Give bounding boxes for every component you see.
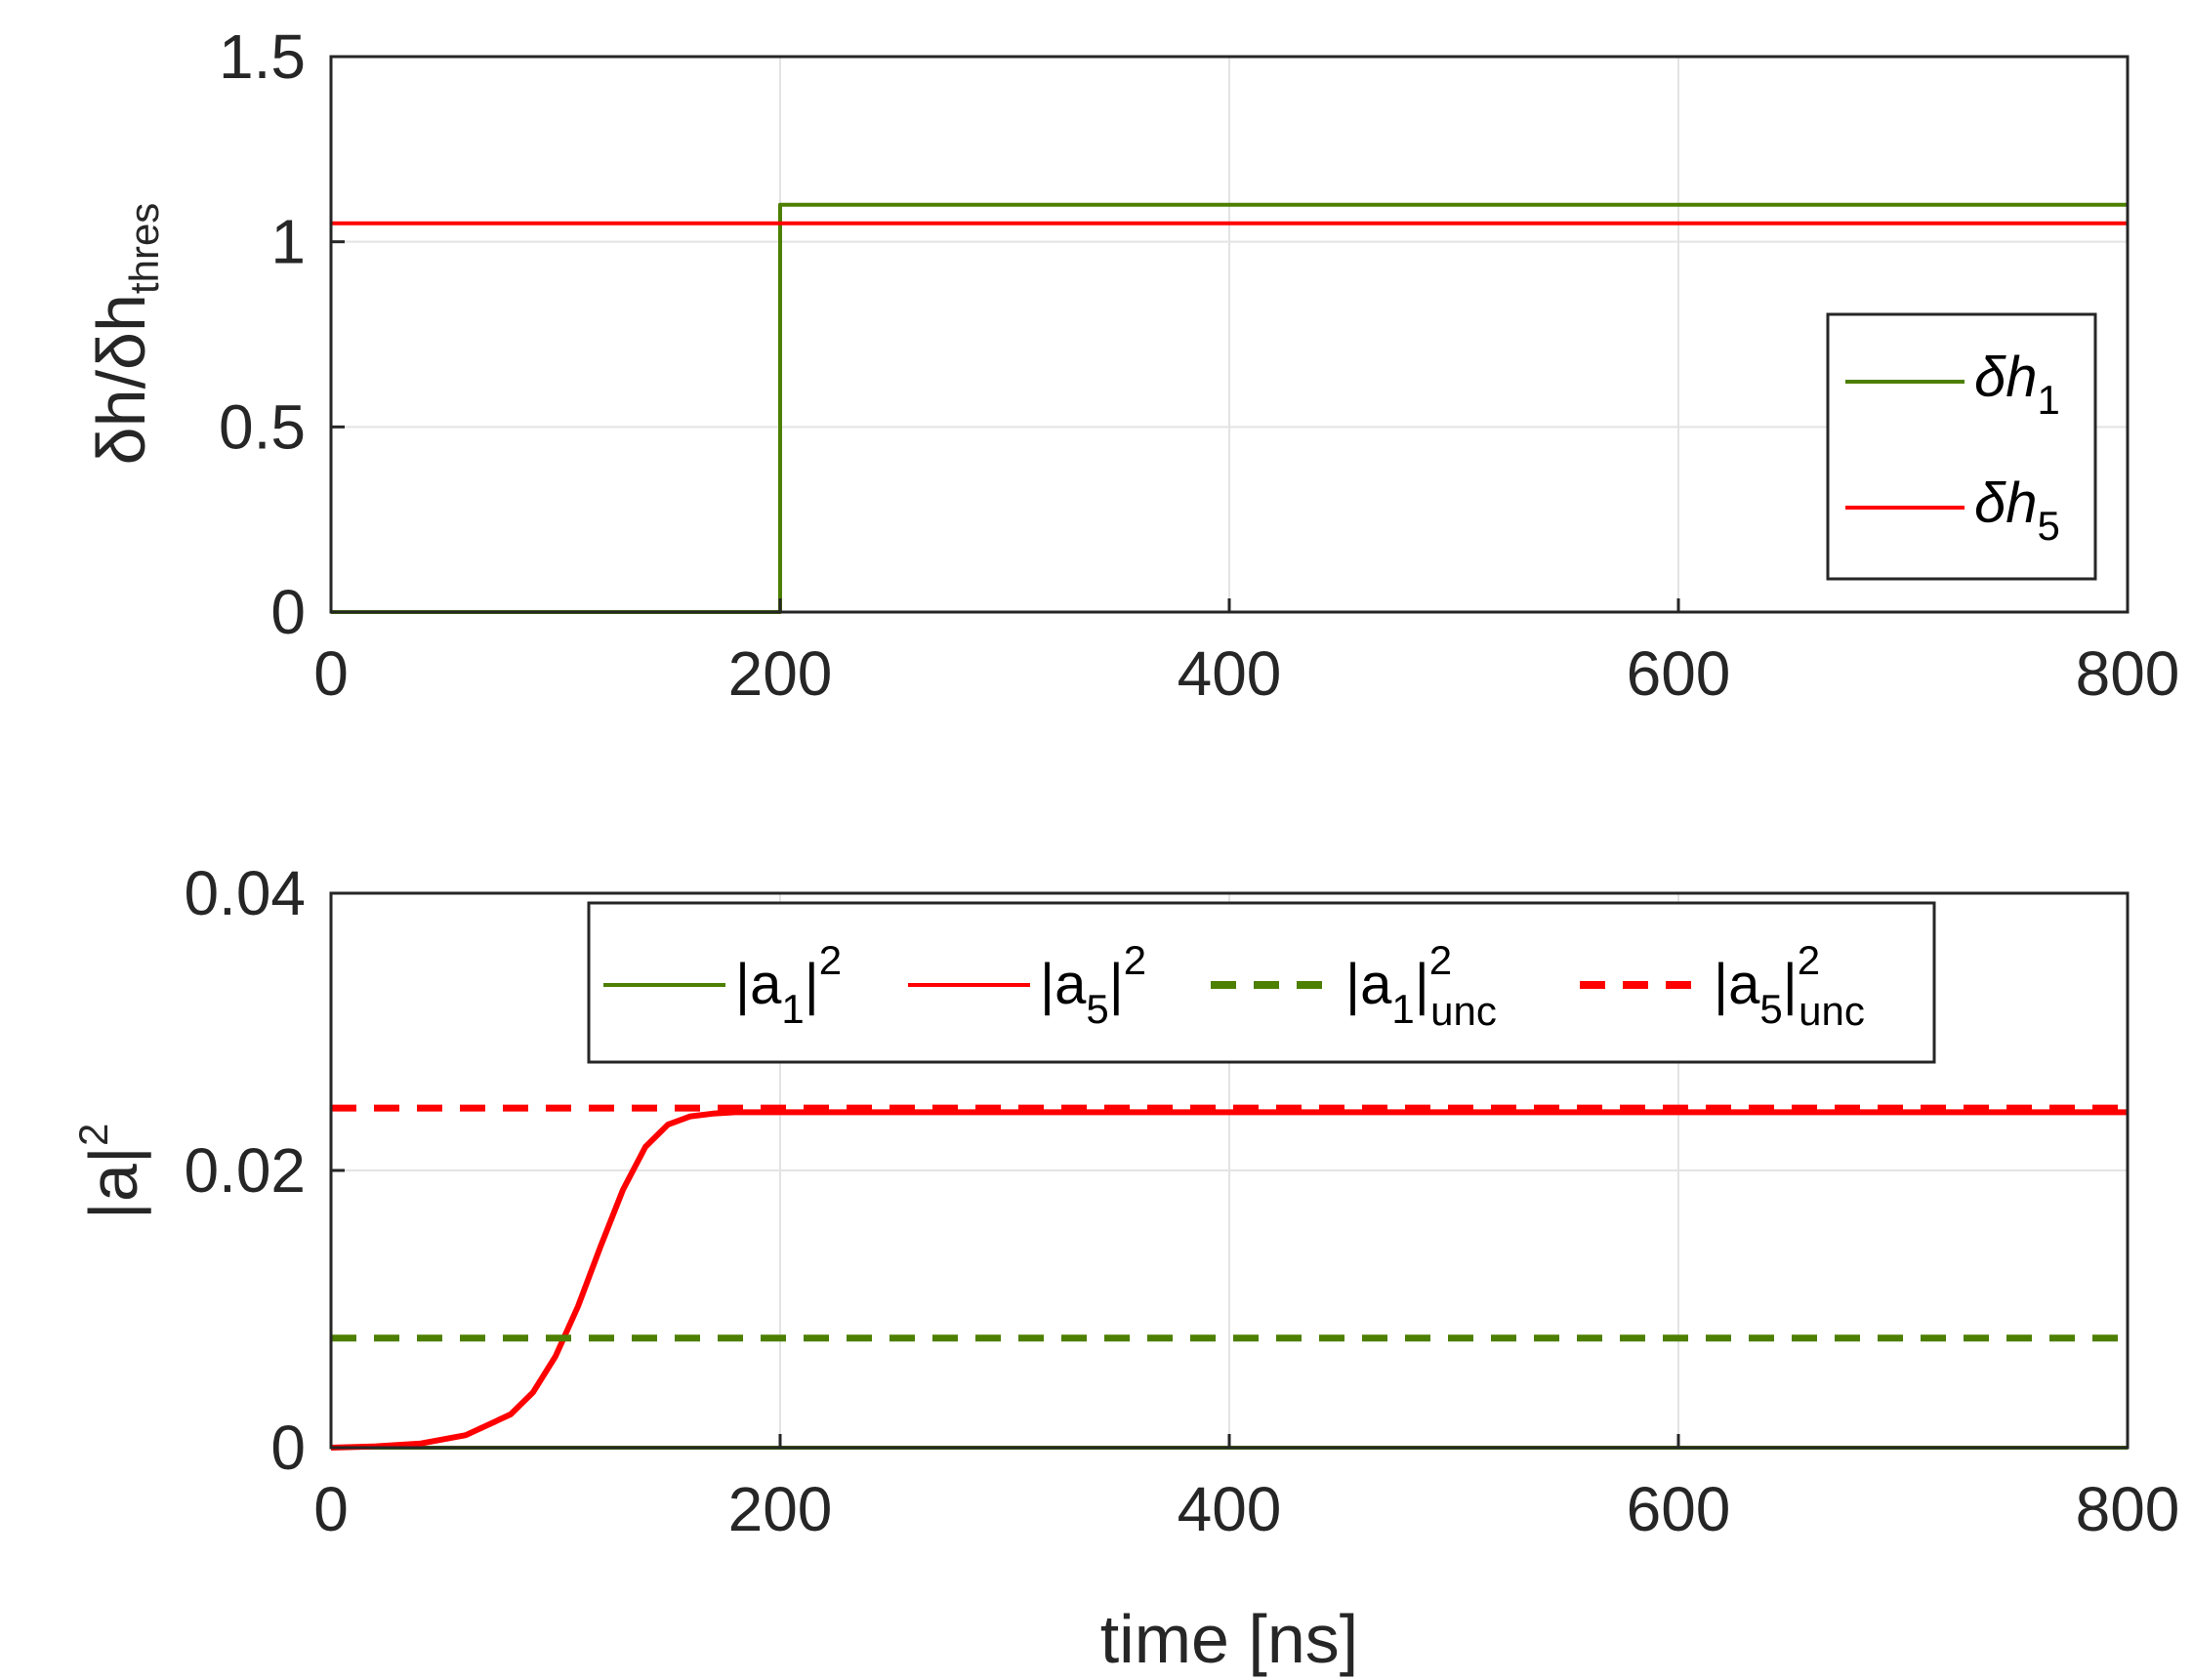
bottom-panel: 0 200 400 600 800 0 0.02 0.04 |a|2 time [ns] |a… [70, 858, 2179, 1677]
bottom-x-axis-label: time [ns] [1100, 1601, 1359, 1677]
top-x-tick-label: 600 [1627, 638, 1731, 709]
bottom-x-tick-label: 400 [1178, 1474, 1282, 1544]
top-x-tick-label: 400 [1178, 638, 1282, 709]
top-y-tick-label: 0 [270, 577, 306, 647]
top-x-tick-label: 200 [728, 638, 833, 709]
top-legend-label-dh5: δh5 [1974, 471, 2060, 549]
bottom-y-tick-label: 0.04 [184, 858, 306, 928]
top-legend-box [1826, 312, 2097, 581]
bottom-series-line--a-5-2 [330, 1109, 2128, 1451]
bottom-x-tick-label: 600 [1627, 1474, 1731, 1544]
top-x-tick-label: 0 [313, 638, 349, 709]
top-x-tick-label: 800 [2076, 638, 2180, 709]
top-tick-labels: 0 200 400 600 800 0 0.5 1 1.5 [219, 21, 2179, 709]
top-y-axis-label: δh/δhthres [83, 203, 167, 466]
bottom-x-tick-label: 0 [313, 1474, 349, 1544]
top-legend: δh1 δh5 [1826, 312, 2097, 581]
top-y-tick-label: 1 [270, 207, 306, 277]
bottom-tick-labels: 0 200 400 600 800 0 0.02 0.04 [184, 858, 2179, 1544]
top-legend-label-dh1: δh1 [1974, 346, 2060, 423]
top-y-tick-label: 1.5 [219, 21, 306, 92]
bottom-legend-label-a1-unc: |a1|2 unc [1345, 937, 1497, 1034]
bottom-x-tick-label: 200 [728, 1474, 833, 1544]
bottom-legend-label-a5: |a5|2 [1040, 937, 1146, 1032]
bottom-legend-label-a1: |a1|2 [735, 937, 842, 1032]
bottom-x-tick-label: 800 [2076, 1474, 2180, 1544]
top-panel: 0 200 400 600 800 0 0.5 1 1.5 δh/δhthres δh1 δh5 [83, 21, 2179, 709]
bottom-y-tick-label: 0.02 [184, 1135, 306, 1206]
top-y-tick-label: 0.5 [219, 391, 306, 462]
bottom-y-axis-label: |a|2 [70, 1124, 151, 1220]
bottom-legend-label-a5-unc: |a5|2 unc [1714, 937, 1865, 1034]
bottom-legend: |a1|2 |a5|2 |a1|2 unc |a5|2 unc [587, 901, 1936, 1064]
bottom-y-tick-label: 0 [270, 1413, 306, 1483]
